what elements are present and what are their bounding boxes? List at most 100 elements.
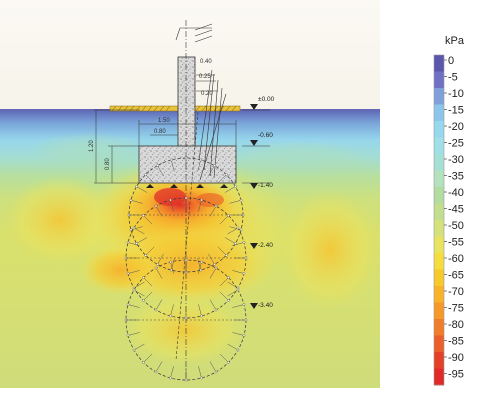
bulb-node	[242, 303, 246, 306]
dim-footing-width: 1.50	[158, 118, 170, 124]
bulb-ray	[208, 253, 215, 265]
bulb-node	[129, 228, 133, 232]
bulb-ray	[155, 299, 163, 311]
bulb-node	[200, 260, 203, 264]
level-label: ±0.00	[258, 96, 275, 103]
legend-tick-label: -20	[448, 121, 464, 133]
bulb-node	[236, 226, 240, 230]
bulb-node	[242, 334, 246, 337]
legend-band	[434, 170, 444, 188]
bulb-node	[242, 241, 246, 244]
level-marker-4: -3.40	[250, 302, 273, 309]
bulb-node	[169, 268, 173, 272]
bulb-ray	[145, 246, 155, 256]
legend-tick-label: -60	[448, 253, 464, 265]
bulb-ray	[170, 261, 174, 274]
bulb-ray	[209, 299, 217, 311]
legend-tick-label: -30	[448, 154, 464, 166]
bulb-node	[142, 276, 145, 279]
bulb-node	[225, 254, 228, 257]
legend-tick-label: 0	[448, 55, 454, 67]
bulb-ray	[227, 227, 239, 235]
bulb-ray	[197, 159, 201, 172]
bulb-node	[132, 288, 136, 292]
bulb-node	[126, 272, 130, 275]
legend-band	[434, 137, 444, 155]
bulb-ray	[136, 237, 148, 244]
bulb-node	[200, 376, 203, 380]
legend-ticks: 0 -5 -10 -15 -20 -25 -30 -35 -40 -45 -50 -55 -60 -65 -…	[444, 55, 464, 381]
legend-band	[434, 269, 444, 287]
legend-tick-label: -25	[448, 138, 464, 150]
legend-unit: kPa	[445, 35, 465, 47]
legend-tick-label: -65	[448, 270, 464, 282]
dim-wall-low: 0.20	[201, 91, 213, 97]
bulb-node	[244, 318, 248, 322]
legend-tick-label: -40	[448, 187, 464, 199]
bulb-ray	[155, 205, 163, 217]
bulb-ray	[133, 343, 145, 351]
level-label: -0.60	[258, 132, 273, 139]
legend-tick-label: -35	[448, 171, 464, 183]
bulb-node	[154, 266, 158, 270]
legend-tick-label: -45	[448, 204, 464, 216]
bulb-node	[199, 158, 203, 162]
bulb-ray	[198, 199, 202, 212]
bulb-ray	[170, 199, 174, 212]
bulb-ray	[170, 366, 174, 379]
bulb-node	[156, 164, 159, 167]
bulb-node	[184, 258, 188, 262]
legend-band	[434, 319, 444, 336]
level-label: -1.40	[258, 182, 273, 189]
legend-tick-label: -10	[448, 88, 464, 100]
dim-wall-top: 0.40	[200, 59, 212, 65]
bulb-ray	[219, 277, 229, 287]
legend-band	[434, 71, 444, 89]
bulb-ray	[198, 366, 202, 379]
level-markers: ±0.00 -0.60 -1.40 -2.40 -3.40	[250, 96, 275, 309]
legend-frame	[433, 54, 445, 386]
legend-band	[434, 88, 444, 105]
bulb-node	[227, 276, 230, 279]
bulb-node	[169, 260, 172, 264]
bulb-ray	[227, 343, 239, 351]
level-marker-0: ±0.00	[250, 96, 275, 110]
bulb-ray	[197, 258, 201, 271]
legend-tick-label: -95	[448, 369, 464, 381]
bulb-ray	[232, 242, 245, 246]
bulb-ray	[198, 304, 202, 317]
bulb-node	[156, 263, 159, 266]
bulb-node	[214, 266, 218, 270]
influence-lines	[175, 69, 227, 361]
bulb-ray	[232, 270, 245, 274]
bulb-ray	[127, 270, 140, 274]
bulb-ray	[133, 227, 145, 235]
footing	[138, 145, 237, 184]
bulb-node	[239, 198, 243, 202]
bulb-ray	[143, 353, 153, 363]
dim-footing-inner: 0.80	[154, 129, 166, 135]
bulb-node	[154, 308, 158, 312]
bulb-ray	[171, 258, 175, 271]
bulb-ray	[127, 304, 140, 308]
dim-depth-total: 1.20	[89, 140, 95, 152]
legend-tick-label: -15	[448, 105, 464, 117]
bulb-node	[214, 370, 218, 374]
bulb-ray	[145, 174, 155, 184]
legend-band	[434, 286, 444, 303]
bulb-node	[142, 361, 145, 364]
legend-tick-label: -75	[448, 303, 464, 315]
bulb-ray	[224, 237, 236, 244]
bulb-ray	[217, 246, 227, 256]
bulb-ray	[232, 304, 245, 308]
dim-wall-mid: 0.25	[199, 74, 211, 80]
bulb-node	[129, 198, 133, 202]
bulb-node	[126, 303, 130, 306]
bulb-ray	[170, 304, 174, 317]
bulb-ray	[133, 289, 145, 297]
bulb-node	[227, 214, 230, 217]
pressure-bulbs	[124, 156, 248, 382]
bulb-ray	[130, 226, 143, 230]
legend-bands	[433, 54, 445, 386]
